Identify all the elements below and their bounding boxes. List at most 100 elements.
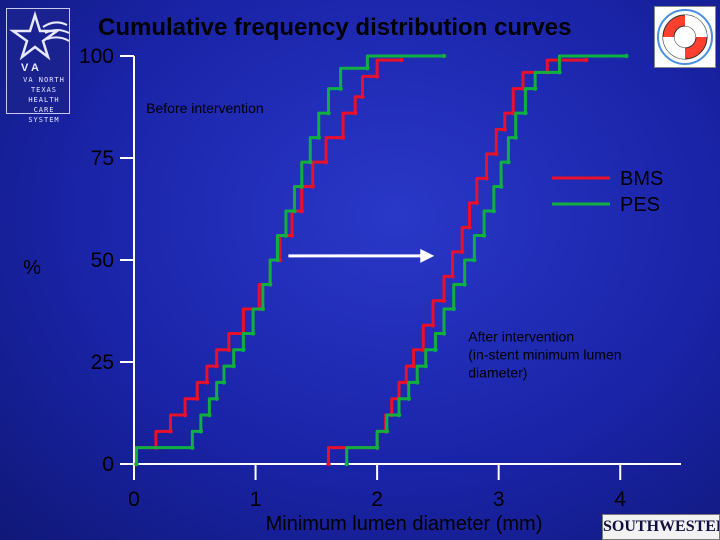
data-point-after-pes (433, 347, 438, 352)
data-point-after-bms (467, 225, 472, 230)
data-point-before-pes (365, 66, 370, 71)
data-point-after-pes (384, 429, 390, 434)
data-point-before-pes (326, 110, 331, 116)
data-point-before-pes (299, 184, 304, 189)
data-point-before-pes (441, 53, 447, 59)
data-point-after-bms (430, 323, 436, 328)
data-point-before-pes (283, 233, 289, 238)
data-point-after-bms (484, 176, 489, 181)
data-point-before-bms (353, 110, 358, 116)
data-point-after-pes (513, 135, 518, 140)
annotation-layer: Before intervention After intervention (in… (146, 100, 621, 380)
va-health-care-logo: V A VA NORTH TEXAS HEALTH CARE SYSTEM (6, 8, 70, 124)
x-axis-label: Minimum lumen diameter (mm) (266, 513, 543, 535)
data-point-before-pes (250, 331, 256, 336)
annotation-after-intervention: (in-stent minimum lumen (468, 347, 621, 363)
data-point-before-pes (198, 429, 204, 434)
data-point-before-bms (360, 94, 365, 100)
annotation-after-intervention: diameter) (468, 365, 527, 381)
va-logo-text: VA NORTH TEXAS HEALTH CARE SYSTEM (23, 76, 65, 124)
data-point-after-pes (462, 282, 467, 287)
y-axis-label: % (23, 257, 41, 279)
data-point-after-pes (506, 159, 511, 165)
data-point-before-bms (323, 159, 329, 165)
svg-text:V A: V A (21, 62, 39, 73)
y-tick-label: 75 (91, 147, 114, 170)
data-point-after-pes (396, 412, 402, 418)
data-point-after-bms (441, 298, 447, 303)
data-point-after-pes (557, 70, 562, 75)
x-tick-label: 1 (250, 488, 262, 511)
data-point-after-bms (326, 461, 331, 467)
data-point-before-pes (292, 208, 297, 214)
data-point-before-pes (338, 86, 343, 91)
data-point-after-pes (523, 110, 528, 116)
data-point-before-bms (374, 74, 380, 79)
data-point-before-pes (308, 159, 313, 165)
data-point-before-pes (214, 396, 219, 401)
data-point-before-bms (340, 135, 346, 140)
data-point-before-bms (195, 396, 200, 401)
data-point-after-pes (481, 233, 487, 238)
southwestern-logo: SOUTHWESTERN (602, 514, 720, 540)
y-tick-label: 50 (91, 249, 114, 272)
data-point-after-pes (415, 380, 420, 385)
annotation-before-intervention: Before intervention (146, 100, 264, 116)
data-point-after-bms (460, 249, 465, 255)
data-point-before-bms (289, 233, 295, 238)
data-point-before-pes (221, 380, 227, 385)
data-point-after-pes (374, 445, 380, 450)
data-point-before-pes (190, 445, 195, 450)
data-point-after-bms (502, 127, 507, 132)
data-point-before-pes (316, 135, 321, 140)
legend: BMS PES (552, 168, 663, 216)
data-point-after-bms (450, 274, 455, 279)
data-point-before-bms (168, 429, 173, 434)
y-tick-label: 100 (79, 45, 114, 68)
data-point-before-pes (134, 461, 139, 467)
y-tick-label: 25 (91, 351, 114, 374)
data-point-after-pes (498, 184, 504, 189)
y-tick-label: 0 (102, 453, 114, 476)
annotation-after-intervention: After intervention (468, 329, 574, 345)
x-tick-label: 0 (128, 488, 140, 511)
series-line-after-pes (345, 54, 627, 464)
x-tick-label: 2 (371, 488, 383, 511)
axes: 0 25 50 75 100 0 1 2 3 4 (79, 45, 681, 511)
data-point-after-bms (474, 200, 479, 206)
star-icon: V A (9, 10, 70, 74)
data-point-after-pes (532, 86, 538, 91)
data-point-after-pes (344, 461, 349, 467)
data-point-after-bms (494, 151, 499, 157)
data-point-after-pes (406, 396, 411, 401)
data-point-before-bms (182, 412, 188, 418)
series-line-after-bms (326, 58, 587, 464)
data-point-before-bms (299, 208, 304, 214)
life-ring-icon (657, 9, 713, 65)
data-point-before-bms (214, 363, 219, 369)
data-point-after-pes (441, 331, 447, 336)
data-point-before-pes (241, 347, 246, 352)
data-point-before-pes (267, 282, 273, 287)
life-ring-logo (654, 6, 716, 68)
data-point-before-bms (399, 57, 404, 63)
data-point-before-bms (204, 380, 210, 385)
data-point-after-pes (624, 53, 629, 59)
x-tick-label: 3 (493, 488, 505, 511)
data-point-after-pes (472, 257, 477, 263)
data-point-before-pes (231, 363, 236, 369)
data-point-after-bms (583, 57, 589, 63)
data-point-after-pes (451, 306, 456, 312)
data-point-after-bms (411, 363, 416, 369)
arrow-head-icon (420, 248, 435, 263)
data-point-before-pes (207, 412, 212, 418)
data-point-before-pes (260, 306, 266, 312)
chart-title: Cumulative frequency distribution curves (98, 14, 572, 41)
legend-label-bms: BMS (620, 168, 663, 190)
data-point-after-pes (423, 363, 428, 369)
x-tick-label: 4 (614, 488, 626, 511)
data-point-before-bms (310, 184, 315, 189)
data-point-before-bms (226, 347, 232, 352)
data-point-before-pes (275, 257, 280, 263)
